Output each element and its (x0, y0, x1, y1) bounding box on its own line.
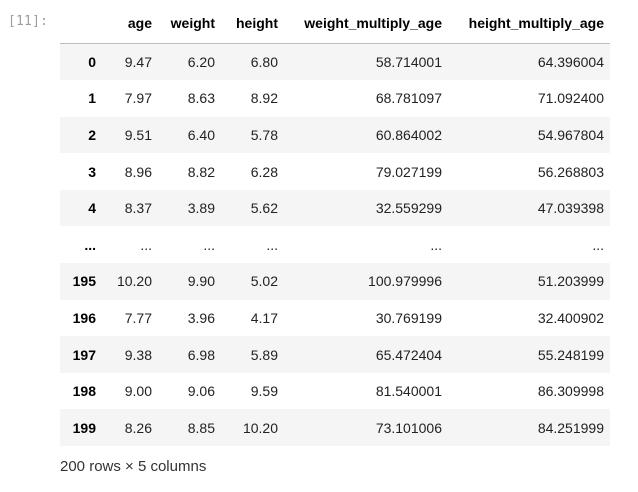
cell-weight: 8.82 (187, 163, 215, 180)
row-index: 4 (88, 200, 96, 217)
row-index: ... (84, 236, 96, 253)
cell-weight: 6.40 (187, 126, 215, 143)
row-index: 198 (72, 383, 96, 400)
table-row: 198 9.00 9.06 9.59 81.540001 86.309998 (60, 372, 610, 410)
cell-height-multiply-age: 86.309998 (537, 383, 604, 400)
cell-weight: 6.98 (187, 346, 215, 363)
cell-age: 9.38 (124, 346, 152, 363)
cell-height-multiply-age: 55.248199 (537, 346, 604, 363)
table-row: 3 8.96 8.82 6.28 79.027199 56.268803 (60, 153, 610, 190)
table-row: 195 10.20 9.90 5.02 100.979996 51.203999 (60, 263, 610, 300)
cell-height: 10.20 (242, 419, 278, 436)
cell-height-multiply-age: 71.092400 (537, 90, 604, 107)
cell-age: 8.37 (124, 200, 152, 217)
cell-weight-multiply-age: ... (430, 236, 442, 253)
cell-age: 8.26 (124, 419, 152, 436)
cell-height-multiply-age: 84.251999 (537, 419, 604, 436)
dataframe-shape-summary: 200 rows × 5 columns (60, 458, 207, 475)
cell-weight-multiply-age: 73.101006 (375, 419, 442, 436)
cell-age: 8.96 (124, 163, 152, 180)
table-row: 2 9.51 6.40 5.78 60.864002 54.967804 (60, 116, 610, 154)
cell-height: 8.92 (250, 90, 278, 107)
cell-height: 9.59 (250, 383, 278, 400)
cell-weight-multiply-age: 79.027199 (375, 163, 442, 180)
column-header-weight: weight (158, 3, 221, 44)
table-row: 0 9.47 6.20 6.80 58.714001 64.396004 (60, 43, 610, 81)
cell-weight: 8.63 (187, 90, 215, 107)
cell-height-multiply-age: ... (592, 236, 604, 253)
table-row: 196 7.77 3.96 4.17 30.769199 32.400902 (60, 299, 610, 337)
cell-age: 9.51 (124, 126, 152, 143)
row-index: 195 (72, 273, 96, 290)
cell-weight: 3.96 (187, 309, 215, 326)
cell-height-multiply-age: 56.268803 (537, 163, 604, 180)
column-header-age: age (102, 3, 158, 44)
table-row: 197 9.38 6.98 5.89 65.472404 55.248199 (60, 336, 610, 373)
cell-height: 4.17 (250, 309, 278, 326)
ellipsis-row: ... ... ... ... ... ... (60, 226, 610, 264)
cell-weight: 8.85 (187, 419, 215, 436)
cell-weight: 9.06 (187, 383, 215, 400)
cell-weight-multiply-age: 30.769199 (375, 309, 442, 326)
row-index: 199 (72, 419, 96, 436)
cell-weight-multiply-age: 32.559299 (375, 200, 442, 217)
cell-height: 5.02 (250, 273, 278, 290)
cell-height-multiply-age: 54.967804 (537, 126, 604, 143)
cell-height: 5.89 (250, 346, 278, 363)
cell-age: 9.47 (124, 54, 152, 71)
table-row: 199 8.26 8.85 10.20 73.101006 84.251999 (60, 409, 610, 447)
cell-height-multiply-age: 32.400902 (537, 309, 604, 326)
cell-height: 6.28 (250, 163, 278, 180)
column-header-height: height (221, 3, 284, 44)
cell-weight-multiply-age: 58.714001 (375, 54, 442, 71)
cell-weight: 9.90 (187, 273, 215, 290)
column-header-height-multiply-age: height_multiply_age (448, 3, 610, 44)
row-index: 1 (88, 90, 96, 107)
table-row: 1 7.97 8.63 8.92 68.781097 71.092400 (60, 80, 610, 117)
cell-weight-multiply-age: 100.979996 (368, 273, 442, 290)
row-index: 3 (88, 163, 96, 180)
row-index: 196 (72, 309, 96, 326)
cell-weight-multiply-age: 81.540001 (375, 383, 442, 400)
row-index: 0 (88, 54, 96, 71)
table-row: 4 8.37 3.89 5.62 32.559299 47.039398 (60, 189, 610, 227)
index-header (60, 3, 102, 44)
dataframe-table: age weight height weight_multiply_age he… (60, 3, 610, 447)
cell-height-multiply-age: 64.396004 (537, 54, 604, 71)
row-index: 197 (72, 346, 96, 363)
cell-weight: 6.20 (187, 54, 215, 71)
table-header-row: age weight height weight_multiply_age he… (60, 3, 610, 44)
cell-age: 9.00 (124, 383, 152, 400)
table-body: 0 9.47 6.20 6.80 58.714001 64.396004 1 7… (60, 43, 610, 447)
cell-height: 5.78 (250, 126, 278, 143)
cell-weight-multiply-age: 68.781097 (375, 90, 442, 107)
cell-height: 5.62 (250, 200, 278, 217)
cell-output: age weight height weight_multiply_age he… (60, 3, 612, 447)
cell-weight-multiply-age: 65.472404 (375, 346, 442, 363)
column-header-weight-multiply-age: weight_multiply_age (284, 3, 448, 44)
row-index: 2 (88, 126, 96, 143)
cell-age: 10.20 (116, 273, 152, 290)
cell-height-multiply-age: 51.203999 (537, 273, 604, 290)
cell-weight-multiply-age: 60.864002 (375, 126, 442, 143)
cell-age: 7.77 (124, 309, 152, 326)
cell-height-multiply-age: 47.039398 (537, 200, 604, 217)
cell-height: ... (266, 236, 278, 253)
cell-age: 7.97 (124, 90, 152, 107)
cell-weight: 3.89 (187, 200, 215, 217)
cell-prompt: [11]: (8, 14, 49, 29)
cell-age: ... (140, 236, 152, 253)
cell-weight: ... (203, 236, 215, 253)
cell-height: 6.80 (250, 54, 278, 71)
